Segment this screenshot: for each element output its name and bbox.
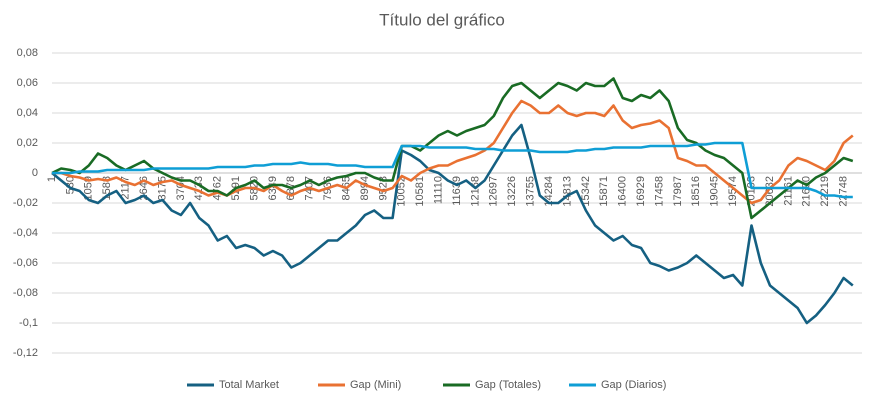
x-tick-label: 12168 [469, 176, 481, 207]
chart-title: Título del gráfico [379, 10, 505, 29]
y-tick-label: -0,02 [13, 197, 38, 209]
x-tick-label: 15871 [598, 176, 610, 207]
x-tick-label: 19045 [709, 176, 721, 207]
x-tick-label: 14813 [561, 176, 573, 207]
x-tick-label: 1059 [83, 176, 95, 200]
x-tick-label: 9523 [377, 176, 389, 200]
series-line [51, 123, 854, 325]
legend-label: Gap (Mini) [350, 379, 401, 391]
x-tick-label: 13755 [525, 176, 537, 207]
x-tick-label: 16400 [617, 176, 629, 207]
series-line [52, 99, 854, 205]
series-line [51, 77, 854, 220]
y-tick-label: 0,04 [17, 107, 38, 119]
x-tick-label: 3175 [156, 176, 168, 200]
x-tick-label: 16929 [635, 176, 647, 207]
legend-label: Gap (Diarios) [601, 379, 666, 391]
x-tick-label: 10052 [396, 176, 408, 207]
x-tick-label: 8994 [359, 176, 371, 200]
x-tick-label: 11110 [432, 176, 444, 204]
y-tick-label: 0,02 [17, 137, 38, 149]
x-tick-label: 20632 [764, 176, 776, 207]
x-tick-label: 19574 [727, 176, 739, 207]
y-tick-label: 0,06 [17, 77, 38, 89]
x-tick-label: 1 [46, 176, 58, 182]
x-tick-label: 12697 [488, 176, 500, 207]
x-tick-label: 22219 [819, 176, 831, 207]
x-tick-label: 6349 [267, 176, 279, 200]
x-tick-label: 18516 [690, 176, 702, 207]
y-tick-label: 0,08 [17, 47, 38, 59]
x-tick-label: 17987 [672, 176, 684, 207]
legend-label: Total Market [219, 379, 279, 391]
x-tick-label: 10581 [414, 176, 426, 207]
y-tick-label: -0,06 [13, 257, 38, 269]
x-tick-label: 4762 [212, 176, 224, 200]
x-tick-label: 21161 [782, 176, 794, 206]
legend-label: Gap (Totales) [475, 379, 541, 391]
x-tick-label: 2117 [120, 176, 132, 200]
y-tick-label: -0,08 [13, 287, 38, 299]
x-tick-label: 22748 [837, 176, 849, 207]
x-tick-label: 13226 [506, 176, 518, 207]
series-line [52, 141, 853, 199]
y-tick-label: -0,04 [13, 227, 38, 239]
x-tick-label: 15342 [580, 176, 592, 207]
y-tick-label: 0 [32, 167, 38, 179]
x-tick-label: 17458 [653, 176, 665, 207]
y-tick-label: -0,12 [13, 347, 38, 359]
y-tick-label: -0,1 [19, 317, 38, 329]
x-tick-label: 11639 [451, 176, 463, 206]
